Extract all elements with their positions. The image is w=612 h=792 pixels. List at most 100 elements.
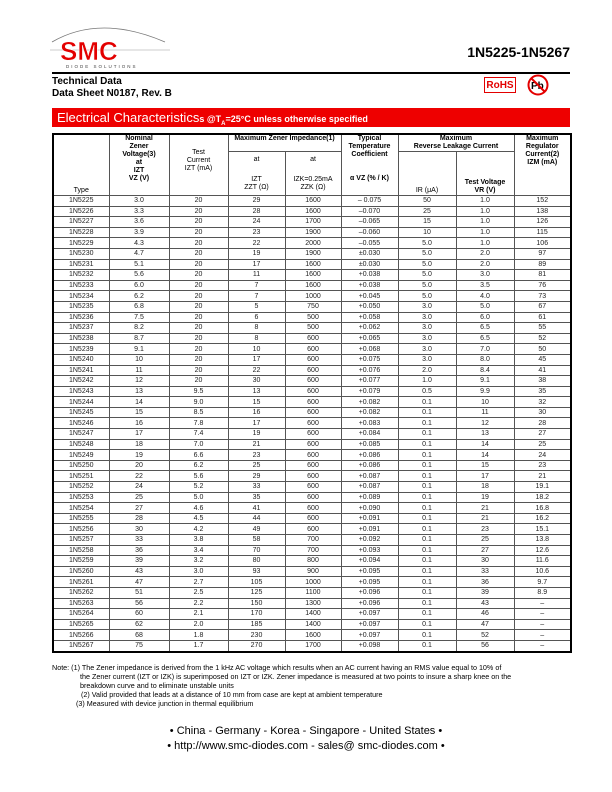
cell-izt: 20 [168, 375, 229, 387]
table-row: 1N5235 6.8 20 5 750 +0.050 3.0 5.0 67 [52, 300, 572, 313]
cell-vz: 7.5 [108, 311, 170, 324]
cell-ir: 3.0 [397, 343, 457, 355]
cell-zzt: 41 [227, 502, 286, 514]
table-row: 1N5233 6.0 20 7 1600 +0.038 5.0 3.5 76 [52, 279, 572, 292]
cell-ir: 0.1 [397, 523, 457, 535]
cell-vz: 5.6 [108, 269, 170, 281]
cell-izm: 24 [513, 449, 572, 461]
cell-zzk: 600 [284, 428, 342, 440]
cell-vz: 30 [108, 523, 170, 535]
header-ir: IR (μA) [397, 151, 457, 196]
cell-temp-coefficient: +0.089 [340, 491, 399, 504]
cell-vz: 22 [108, 470, 170, 483]
cell-temp-coefficient: +0.095 [340, 565, 399, 578]
cell-zzk: 600 [284, 385, 342, 398]
cell-ir: 1.0 [397, 375, 457, 387]
cell-type: 1N5232 [52, 269, 110, 281]
cell-zzk: 600 [284, 375, 342, 387]
cell-zzt: 58 [227, 534, 286, 546]
cell-vr: 52 [455, 629, 515, 641]
cell-zzt: 19 [227, 428, 286, 440]
cell-vr: 3.5 [455, 279, 515, 292]
cell-type: 1N5257 [52, 534, 110, 546]
cell-temp-coefficient: +0.092 [340, 534, 399, 546]
table-row: 1N5256 30 4.2 49 600 +0.091 0.1 23 15.1 [52, 523, 572, 535]
cell-zzt: 170 [227, 608, 286, 620]
cell-zzt: 23 [227, 449, 286, 461]
cell-zzt: 30 [227, 375, 286, 387]
cell-vr: 1.0 [455, 205, 515, 218]
section-title: Electrical Characteristics [57, 110, 200, 125]
cell-type: 1N5253 [52, 491, 110, 504]
cell-izm: 30 [513, 406, 572, 419]
cell-ir: 0.1 [397, 586, 457, 599]
datasheet-revision: Data Sheet N0187, Rev. B [52, 88, 172, 99]
cell-izt: 20 [168, 322, 229, 334]
note-line: the Zener current (IZT or IZK) is superi… [80, 672, 512, 681]
table-row: 1N5259 39 3.2 80 800 +0.094 0.1 30 11.6 [52, 555, 572, 567]
cell-zzk: 1700 [284, 216, 342, 228]
cell-zzt: 80 [227, 555, 286, 567]
cell-zzt: 8 [227, 322, 286, 334]
cell-vr: 30 [455, 555, 515, 567]
cell-zzk: 1000 [284, 576, 342, 588]
cell-zzk: 600 [284, 470, 342, 483]
cell-type: 1N5265 [52, 618, 110, 631]
cell-type: 1N5248 [52, 438, 110, 451]
table-row: 1N5226 3.3 20 28 1600 –0.070 25 1.0 138 [52, 205, 572, 218]
cell-vr: 3.0 [455, 269, 515, 281]
cell-izt: 20 [168, 195, 229, 207]
cell-zzk: 1400 [284, 618, 342, 631]
cell-vz: 51 [108, 586, 170, 599]
cell-zzt: 5 [227, 300, 286, 313]
cell-izm: 73 [513, 290, 572, 302]
cell-type: 1N5264 [52, 608, 110, 620]
cell-izt: 20 [168, 332, 229, 345]
cell-izm: 89 [513, 258, 572, 271]
cell-vz: 62 [108, 618, 170, 631]
table-row: 1N5245 15 8.5 16 600 +0.082 0.1 11 30 [52, 406, 572, 419]
cell-ir: 2.0 [397, 364, 457, 377]
table-row: 1N5234 6.2 20 7 1000 +0.045 5.0 4.0 73 [52, 290, 572, 302]
cell-temp-coefficient: +0.091 [340, 523, 399, 535]
header-line: VR (V) [474, 187, 496, 194]
footer: • China - Germany - Korea - Singapore - … [0, 724, 612, 754]
cell-vz: 3.9 [108, 226, 170, 239]
cell-vr: 8.4 [455, 364, 515, 377]
cell-type: 1N5230 [52, 247, 110, 260]
table-row: 1N5251 22 5.6 29 600 +0.087 0.1 17 21 [52, 470, 572, 483]
cell-izt: 1.7 [168, 639, 229, 653]
table-row: 1N5246 16 7.8 17 600 +0.083 0.1 12 28 [52, 417, 572, 430]
cell-zzk: 1600 [284, 269, 342, 281]
cell-vr: 9.1 [455, 375, 515, 387]
cell-vr: 23 [455, 523, 515, 535]
cell-izt: 7.0 [168, 438, 229, 451]
table-row: 1N5244 14 9.0 15 600 +0.082 0.1 10 32 [52, 396, 572, 408]
cell-zzt: 150 [227, 597, 286, 610]
cell-vr: 1.0 [455, 195, 515, 207]
cell-izm: 97 [513, 247, 572, 260]
cell-izt: 20 [168, 364, 229, 377]
cell-ir: 0.1 [397, 428, 457, 440]
note-line: (3) Measured with device junction in the… [76, 699, 254, 708]
cell-izt: 3.2 [168, 555, 229, 567]
cell-type: 1N5247 [52, 428, 110, 440]
cell-zzk: 600 [284, 406, 342, 419]
table-row: 1N5242 12 20 30 600 +0.077 1.0 9.1 38 [52, 375, 572, 387]
cell-izt: 3.8 [168, 534, 229, 546]
table-row: 1N5261 47 2.7 105 1000 +0.095 0.1 36 9.7 [52, 576, 572, 588]
cell-type: 1N5252 [52, 481, 110, 493]
cell-type: 1N5261 [52, 576, 110, 588]
cell-temp-coefficient: +0.096 [340, 597, 399, 610]
cell-izt: 4.5 [168, 512, 229, 525]
cell-zzk: 600 [284, 332, 342, 345]
cell-izm: – [513, 618, 572, 631]
cell-izt: 4.2 [168, 523, 229, 535]
cell-vz: 19 [108, 449, 170, 461]
cell-vr: 17 [455, 470, 515, 483]
cell-zzk: 1000 [284, 290, 342, 302]
cell-temp-coefficient: +0.065 [340, 332, 399, 345]
cell-izm: 16.8 [513, 502, 572, 514]
cell-izm: 9.7 [513, 576, 572, 588]
cell-vr: 36 [455, 576, 515, 588]
